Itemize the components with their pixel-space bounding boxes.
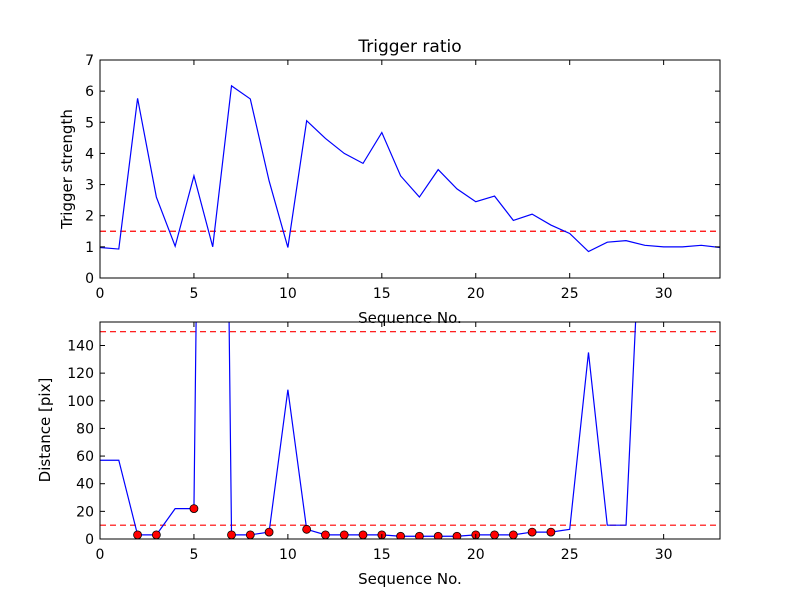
data-point xyxy=(433,531,443,539)
x-tick-label: 0 xyxy=(96,547,105,563)
series-line xyxy=(100,84,720,253)
y-tick-label: 1 xyxy=(85,240,94,256)
y-tick-label: 40 xyxy=(76,477,94,493)
y-tick-label: 140 xyxy=(67,338,94,354)
x-axis-label: Sequence No. xyxy=(358,309,462,327)
x-tick-label: 10 xyxy=(279,286,297,302)
y-tick-label: 20 xyxy=(76,504,94,520)
data-point xyxy=(490,530,499,539)
x-tick-label: 25 xyxy=(561,286,579,302)
plot-area xyxy=(100,84,720,253)
axes-frame xyxy=(99,321,721,540)
data-point xyxy=(396,531,406,539)
data-point xyxy=(339,530,349,539)
x-tick-label: 30 xyxy=(655,547,673,563)
x-tick-label: 5 xyxy=(189,286,198,302)
y-tick-label: 5 xyxy=(85,115,94,131)
trigger-ratio-chart: Trigger ratio 0 5 10 15 20 25 30 0 1 2 3 4 5 6 7 Seque… xyxy=(58,37,721,327)
y-tick-label: 7 xyxy=(85,53,94,69)
axes-frame xyxy=(99,59,721,279)
data-point xyxy=(264,527,274,537)
data-point xyxy=(452,531,462,539)
x-tick-label: 5 xyxy=(189,547,198,563)
y-tick-label: 120 xyxy=(67,366,94,382)
x-tick-label: 10 xyxy=(279,547,297,563)
y-tick-label: 80 xyxy=(76,421,94,437)
y-tick-label: 0 xyxy=(85,532,94,548)
x-axis-label: Sequence No. xyxy=(358,570,462,588)
data-point xyxy=(151,530,161,539)
data-point xyxy=(508,530,518,539)
x-tick-label: 0 xyxy=(96,286,105,302)
data-point xyxy=(189,504,199,513)
y-tick-label: 100 xyxy=(67,394,94,410)
y-tick-label: 0 xyxy=(85,271,94,287)
y-tick-label: 4 xyxy=(85,146,94,162)
x-tick-label: 20 xyxy=(467,286,485,302)
data-point xyxy=(527,527,537,537)
x-tick-label: 25 xyxy=(561,547,579,563)
data-point xyxy=(302,524,312,534)
ticks: 0 5 10 15 20 25 30 0 1 2 3 4 5 6 7 xyxy=(85,53,720,302)
data-point xyxy=(546,527,556,537)
plot-area xyxy=(100,322,720,539)
data-point xyxy=(133,530,142,539)
data-point xyxy=(358,530,368,539)
ticks: 0 5 10 15 20 25 30 0 20 40 60 80 100 120 140 xyxy=(67,322,720,563)
x-tick-label: 30 xyxy=(655,286,673,302)
series-line xyxy=(100,322,637,537)
data-point xyxy=(321,530,330,539)
data-point xyxy=(245,530,255,539)
data-point xyxy=(414,531,424,539)
x-tick-label: 20 xyxy=(467,547,485,563)
y-tick-label: 6 xyxy=(85,84,94,100)
data-point xyxy=(227,530,236,539)
y-axis-label: Trigger strength xyxy=(58,109,76,230)
y-tick-label: 2 xyxy=(85,209,94,225)
y-axis-label: Distance [pix] xyxy=(36,378,54,483)
distance-chart: 0 5 10 15 20 25 30 0 20 40 60 80 100 120 140 Sequence … xyxy=(36,321,721,588)
x-tick-label: 15 xyxy=(373,547,391,563)
y-tick-label: 60 xyxy=(76,449,94,465)
chart-title: Trigger ratio xyxy=(357,37,461,57)
x-tick-label: 15 xyxy=(373,286,391,302)
y-tick-label: 3 xyxy=(85,178,94,194)
